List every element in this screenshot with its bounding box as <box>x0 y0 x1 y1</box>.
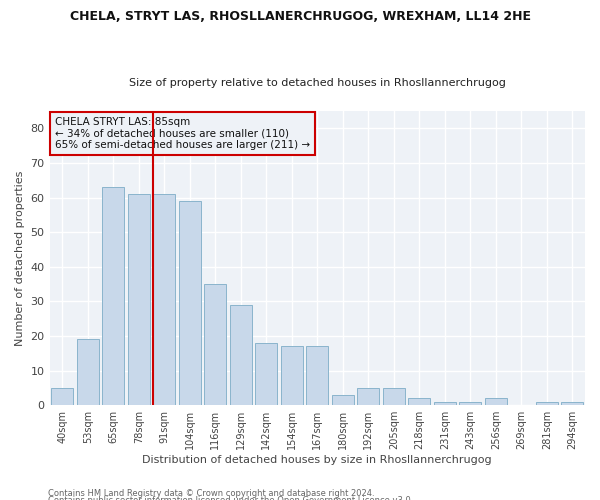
Y-axis label: Number of detached properties: Number of detached properties <box>15 170 25 346</box>
Text: CHELA, STRYT LAS, RHOSLLANERCHRUGOG, WREXHAM, LL14 2HE: CHELA, STRYT LAS, RHOSLLANERCHRUGOG, WRE… <box>70 10 530 23</box>
Bar <box>230 305 251 405</box>
Bar <box>103 187 124 405</box>
X-axis label: Distribution of detached houses by size in Rhosllannerchrugog: Distribution of detached houses by size … <box>142 455 492 465</box>
Bar <box>52 388 73 405</box>
Bar <box>358 388 379 405</box>
Bar <box>383 388 404 405</box>
Bar <box>154 194 175 405</box>
Text: Contains public sector information licensed under the Open Government Licence v3: Contains public sector information licen… <box>48 496 413 500</box>
Bar <box>434 402 455 405</box>
Bar <box>485 398 506 405</box>
Bar <box>332 395 353 405</box>
Bar <box>460 402 481 405</box>
Bar <box>205 284 226 405</box>
Bar <box>409 398 430 405</box>
Text: CHELA STRYT LAS: 85sqm
← 34% of detached houses are smaller (110)
65% of semi-de: CHELA STRYT LAS: 85sqm ← 34% of detached… <box>55 117 310 150</box>
Bar <box>281 346 302 405</box>
Bar <box>179 201 200 405</box>
Bar <box>77 340 98 405</box>
Bar <box>307 346 328 405</box>
Bar <box>128 194 149 405</box>
Text: Contains HM Land Registry data © Crown copyright and database right 2024.: Contains HM Land Registry data © Crown c… <box>48 488 374 498</box>
Bar <box>536 402 557 405</box>
Title: Size of property relative to detached houses in Rhosllannerchrugog: Size of property relative to detached ho… <box>129 78 506 88</box>
Bar <box>256 343 277 405</box>
Bar <box>562 402 583 405</box>
